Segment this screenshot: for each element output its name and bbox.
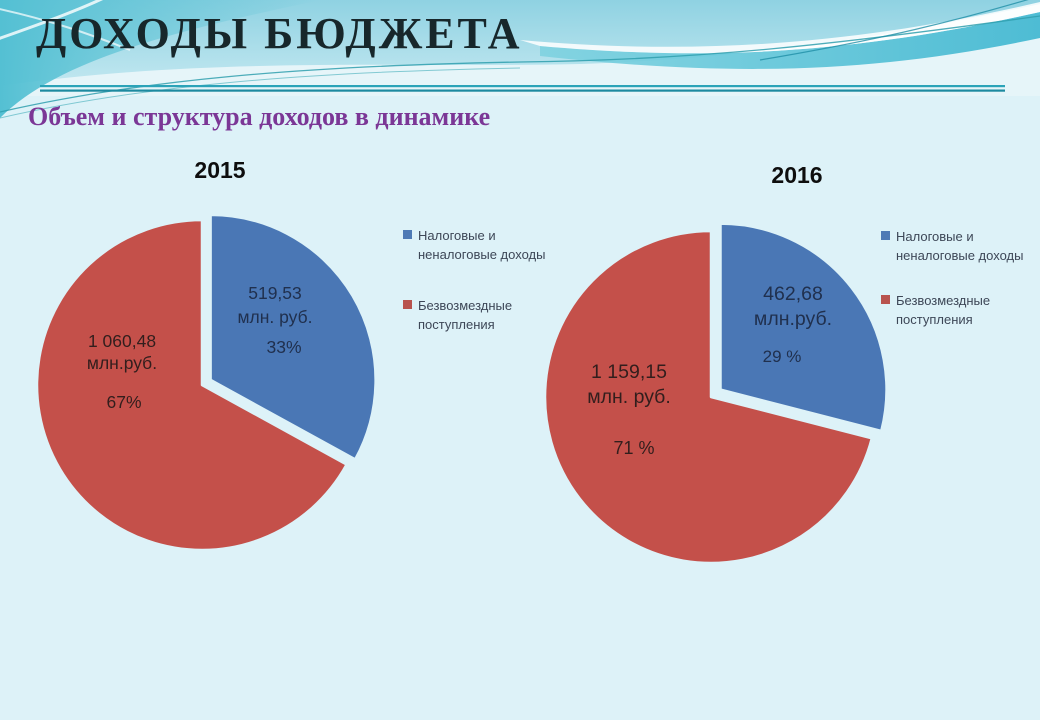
chart-title-2015: 2015 — [194, 157, 246, 183]
thin-curve-3 — [759, 0, 1029, 61]
legend-swatch-red-icon — [403, 300, 412, 309]
legend-item-taxes: Налоговые и неналоговые доходы — [881, 227, 1038, 265]
divider-line-top — [40, 85, 1005, 88]
unit-2015-tax: млн. руб. — [237, 307, 313, 327]
legend-item-grants: Безвозмездные поступления — [881, 291, 1038, 329]
pie-2015 — [35, 213, 377, 552]
legend-label: Безвозмездные поступления — [896, 293, 991, 327]
unit-2015-grants: млн.руб. — [86, 353, 158, 373]
pct-label-2016-tax: 29 % — [762, 347, 802, 366]
corner-line-1 — [0, 0, 104, 40]
slide-subtitle: Объем и структура доходов в динамике — [28, 102, 491, 131]
value-2015-grants: 1 060,48 — [87, 331, 157, 351]
chart-title-2016: 2016 — [771, 162, 823, 188]
cyan-swoosh — [540, 12, 1040, 69]
white-swoosh — [0, 4, 1040, 96]
corner-wedge — [0, 0, 320, 118]
legend-2015: Налоговые и неналоговые доходы Безвозмез… — [403, 226, 560, 334]
divider-line-bottom — [40, 89, 1005, 92]
value-2015-tax: 519,53 — [248, 283, 302, 303]
data-label-2015-grants: 1 060,48 млн.руб. — [42, 330, 202, 374]
pie-slice — [35, 218, 348, 552]
pct-label-2015-grants: 67% — [106, 392, 142, 412]
legend-item-taxes: Налоговые и неналоговые доходы — [403, 226, 560, 264]
unit-2016-grants: млн. руб. — [587, 386, 671, 408]
legend-2016: Налоговые и неналоговые доходы Безвозмез… — [881, 227, 1038, 329]
corner-line-2 — [0, 8, 131, 51]
legend-label: Налоговые и неналоговые доходы — [418, 228, 546, 262]
white-swoosh-upper — [520, 2, 1040, 54]
value-2016-grants: 1 159,15 — [591, 361, 667, 383]
pie-slice — [543, 229, 874, 565]
value-2016-tax: 462,68 — [763, 283, 823, 305]
data-label-2016-tax: 462,68 млн.руб. — [713, 282, 873, 332]
unit-2016-tax: млн.руб. — [753, 308, 833, 330]
pct-label-2015-tax: 33% — [266, 337, 302, 357]
pct-label-2016-grants: 71 % — [613, 438, 655, 458]
header-decoration — [0, 0, 1040, 119]
data-label-2015-tax: 519,53 млн. руб. — [195, 281, 355, 329]
data-label-2016-grants: 1 159,15 млн. руб. — [549, 360, 709, 410]
slide-title: ДОХОДЫ БЮДЖЕТА — [36, 9, 523, 58]
legend-label: Налоговые и неналоговые доходы — [896, 229, 1024, 263]
pie-slice — [209, 213, 377, 461]
legend-label: Безвозмездные поступления — [418, 298, 513, 332]
thin-curve-2 — [0, 67, 521, 119]
legend-swatch-blue-icon — [403, 230, 412, 239]
pie-2016 — [543, 222, 888, 565]
legend-item-grants: Безвозмездные поступления — [403, 296, 560, 334]
legend-swatch-blue-icon — [881, 231, 890, 240]
legend-swatch-red-icon — [881, 295, 890, 304]
pie-slice — [719, 222, 888, 433]
